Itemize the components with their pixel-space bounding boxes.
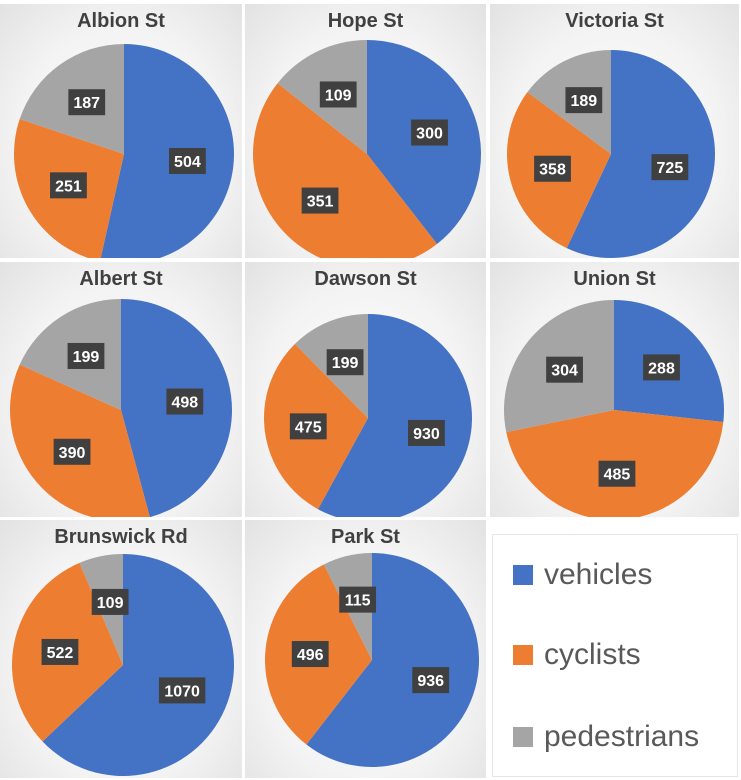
data-label-box-cyclists [53, 438, 91, 465]
data-label-pedestrians: 109 [325, 87, 352, 104]
legend-swatch [513, 645, 533, 665]
data-label-pedestrians: 199 [332, 355, 359, 372]
pie-slice-vehicles [42, 554, 234, 776]
data-label-pedestrians: 199 [73, 349, 100, 366]
pie-slice-vehicles [100, 44, 234, 258]
legend-item-cyclists: cyclists [513, 638, 641, 672]
pie-chart-union-st: Union St 288 485 304 [490, 262, 739, 517]
pie-chart-dawson-st: Dawson St 930 475 199 [245, 262, 486, 517]
pie-slice-vehicles [566, 50, 715, 258]
pie-svg: 936 496 115 [264, 553, 479, 767]
pie-chart-park-st: Park St 936 496 115 [245, 520, 486, 778]
pie-chart-albert-st: Albert St 498 390 199 [0, 262, 242, 517]
data-label-box-cyclists [41, 638, 79, 665]
chart-title: Hope St [327, 10, 404, 32]
data-label-box-pedestrians [546, 356, 583, 383]
pie-chart-albion-st: Albion St 504 251 187 [0, 4, 242, 258]
data-label-box-pedestrians [91, 588, 129, 615]
data-label-box-cyclists [291, 641, 329, 668]
pie-chart-victoria-st: Victoria St 725 358 189 [490, 4, 739, 258]
data-label-box-cyclists [289, 413, 327, 440]
data-label-vehicles: 936 [417, 673, 444, 690]
data-label-cyclists: 496 [297, 647, 324, 664]
data-label-box-cyclists [598, 460, 636, 487]
data-label-pedestrians: 115 [345, 593, 371, 610]
legend-swatch [513, 727, 533, 747]
data-label-cyclists: 485 [604, 467, 631, 484]
chart-title: Albert St [79, 268, 163, 290]
chart-title: Victoria St [565, 10, 664, 32]
data-label-cyclists: 475 [295, 419, 322, 436]
data-label-box-pedestrians [326, 349, 364, 376]
data-label-box-vehicles [408, 419, 445, 446]
pie-svg: 498 390 199 [10, 299, 232, 517]
data-label-box-vehicles [643, 354, 680, 381]
legend-swatch [513, 565, 533, 585]
pie-slice-vehicles [306, 553, 479, 767]
chart-legend: vehicles cyclists pedestrians [492, 534, 738, 777]
data-label-box-pedestrians [565, 87, 603, 114]
pie-svg: 504 251 187 [14, 44, 234, 258]
pie-slice-vehicles [318, 314, 472, 517]
data-label-cyclists: 351 [307, 194, 334, 211]
data-label-box-cyclists [50, 172, 87, 199]
pie-svg: 725 358 189 [507, 50, 715, 258]
pie-chart-hope-st: Hope St 300 351 109 [245, 4, 486, 258]
data-label-box-pedestrians [67, 342, 105, 369]
data-label-box-vehicles [651, 154, 689, 181]
legend-label: pedestrians [544, 720, 700, 753]
pie-svg: 300 351 109 [253, 40, 481, 258]
pie-chart-brunswick-rd: Brunswick Rd 1070 522 109 [0, 520, 242, 778]
legend-label: cyclists [544, 638, 641, 671]
legend-item-pedestrians: pedestrians [513, 720, 699, 754]
data-label-vehicles: 288 [648, 360, 675, 377]
data-label-vehicles: 725 [657, 160, 684, 177]
chart-title: Union St [573, 268, 656, 290]
data-label-cyclists: 522 [47, 645, 74, 662]
chart-title: Albion St [77, 10, 165, 32]
data-label-box-vehicles [411, 119, 448, 146]
legend-item-vehicles: vehicles [513, 558, 652, 592]
data-label-vehicles: 300 [416, 126, 443, 143]
data-label-cyclists: 358 [539, 162, 566, 179]
data-label-pedestrians: 109 [97, 595, 124, 612]
data-label-pedestrians: 304 [551, 363, 578, 380]
data-label-cyclists: 251 [55, 178, 82, 195]
data-label-vehicles: 930 [413, 426, 440, 443]
data-label-box-pedestrians [319, 81, 357, 108]
data-label-box-vehicles [412, 667, 450, 694]
chart-title: Brunswick Rd [54, 526, 188, 548]
data-label-box-vehicles [169, 148, 206, 175]
data-label-vehicles: 1070 [164, 683, 200, 700]
data-label-box-cyclists [534, 155, 571, 182]
legend-label: vehicles [544, 558, 653, 591]
chart-title: Park St [331, 526, 400, 548]
data-label-box-cyclists [301, 187, 339, 214]
pie-svg: 288 485 304 [504, 300, 724, 517]
data-label-vehicles: 504 [174, 154, 201, 171]
data-label-pedestrians: 187 [73, 95, 100, 112]
data-label-cyclists: 390 [59, 445, 86, 462]
data-label-pedestrians: 189 [571, 93, 598, 110]
data-label-box-vehicles [158, 677, 206, 704]
data-label-box-pedestrians [339, 586, 377, 613]
chart-title: Dawson St [314, 268, 417, 290]
data-label-box-vehicles [166, 388, 204, 415]
pie-svg: 930 475 199 [263, 314, 472, 517]
data-label-vehicles: 498 [171, 395, 198, 412]
pie-svg: 1070 522 109 [12, 554, 234, 776]
data-label-box-pedestrians [68, 89, 106, 116]
pie-slice-cyclists [253, 83, 438, 258]
